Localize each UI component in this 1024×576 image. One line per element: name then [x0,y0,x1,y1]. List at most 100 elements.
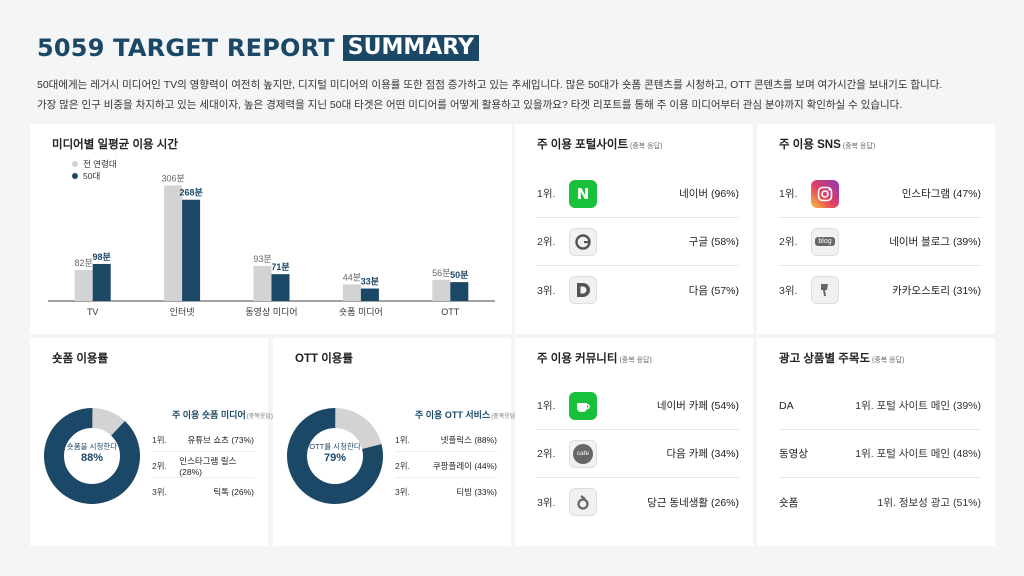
rank-value: 구글 (58%) [688,236,739,248]
ads-note: (중복 응답) [872,357,905,364]
community-title: 주 이용 커뮤니티 (중복 응답) [537,350,652,366]
ad-row: DA 1위. 포털 사이트 메인 (39%) [779,382,981,430]
bar-50s [450,282,469,301]
rank-label: 3위. [152,487,167,497]
rank-value: 카카오스토리 (31%) [892,284,981,297]
ads-title: 광고 상품별 주목도 (중복 응답) [779,350,904,366]
ott-title: OTT 이용률 [295,353,353,365]
bar-all [74,270,93,301]
x-tick-label: OTT [441,307,459,317]
donut-caption: 숏폼을 시청한다 [66,442,118,451]
data-label: 33분 [361,277,379,287]
donut-caption: OTT를 시청한다 [309,442,361,451]
list-item: 2위. 구글 (58%) [537,218,739,266]
rank-label: 2위. [537,236,556,248]
data-label: 44분 [343,272,361,282]
kakaostory-icon [811,276,839,304]
donut-value: 79% [323,452,347,464]
legend-swatch-50s [72,173,78,179]
daangn-icon [569,488,597,516]
rank-label: 2위. [779,236,798,248]
ott-card: OTT 이용률 OTT를 시청한다 79% 주 이용 OTT 서비스(중복응답)… [273,338,517,546]
portal-note: (중복 응답) [630,143,663,150]
naver-cafe-icon [569,391,597,420]
sns-note: (중복 응답) [842,143,876,150]
ad-type: DA [779,399,794,412]
data-label: 93분 [253,254,271,264]
rank-value: 넷플릭스 (88%) [440,434,497,445]
media-time-title: 미디어별 일평균 이용 시간 [52,139,178,151]
instagram-icon [811,179,839,208]
blog-icon-text: blog [815,237,835,246]
rank-value: 인스타그램 릴스 (28%) [179,455,237,477]
rank-label: 1위. [395,434,410,445]
data-label: 50분 [450,270,468,280]
community-card: 주 이용 커뮤니티 (중복 응답) 1위. 네이버 카페 (54%) 2위. ca… [515,338,753,546]
rank-value: 네이버 블로그 (39%) [889,236,981,248]
rank-value: 유튜브 쇼츠 (73%) [187,434,255,445]
x-tick-label: 숏폼 미디어 [339,307,383,317]
list-item: 1위. 네이버 카페 (54%) [537,382,739,430]
rank-value: 당근 동네생활 (26%) [647,496,739,509]
legend-50s: 50대 [72,170,100,182]
list-item: 1위. 유튜브 쇼츠 (73%) [152,428,254,452]
shortform-list-note: (중복응답) [246,414,273,420]
bar-all [253,265,272,301]
list-item: 2위. 쿠팡플레이 (44%) [395,454,497,478]
data-label: 98분 [93,252,111,262]
google-icon [569,227,597,256]
ads-title-text: 광고 상품별 주목도 [779,353,871,365]
data-label: 268분 [179,188,202,198]
list-item: 1위. N 네이버 (96%) [537,170,739,218]
list-item: 1위. 넷플릭스 (88%) [395,428,497,452]
rank-label: 3위. [395,487,410,497]
legend-label-50s: 50대 [83,171,101,181]
bar-50s [92,263,111,301]
data-label: 306분 [161,173,184,183]
sns-title: 주 이용 SNS (중복 응답) [779,136,875,152]
donut-value: 88% [80,452,104,464]
list-item: 3위. 티빙 (33%) [395,480,497,504]
ad-value: 1위. 정보성 광고 (51%) [877,496,981,509]
intro-text-line2: 가장 많은 인구 비중을 차지하고 있는 세대이자, 높은 경제력을 지닌 50… [37,99,903,111]
rank-value: 티빙 (33%) [456,487,497,497]
bar-50s [182,199,201,301]
rank-value: 네이버 카페 (54%) [656,400,739,412]
shortform-donut-chart [44,408,140,504]
bar-all [164,185,183,301]
list-item: 1위. 인스타그램 (47%) [779,170,981,218]
x-tick-label: 인터넷 [170,307,195,317]
rank-value: 네이버 (96%) [679,188,739,200]
rank-label: 2위. [395,460,410,471]
shortform-card: 숏폼 이용률 숏폼을 시청한다 88% 주 이용 숏폼 미디어(중복응답) 1위… [30,338,273,546]
rank-label: 1위. [537,400,556,412]
bar-all [432,279,451,301]
rank-value: 틱톡 (26%) [213,487,254,497]
sns-card: 주 이용 SNS (중복 응답) 1위. 인스타그램 (47%) 2위. blog… [757,124,995,334]
data-label: 56분 [432,268,450,278]
report-title: 5059 TARGET REPORT [37,34,335,62]
intro-text-line1: 50대에게는 레거시 미디어인 TV의 영향력이 여전히 높지만, 디지털 미디… [37,79,943,91]
portal-title-text: 주 이용 포털사이트 [537,139,629,151]
daum-icon [569,276,597,304]
legend-all-ages: 전 연령대 [72,158,117,170]
rank-label: 1위. [152,434,167,445]
community-title-text: 주 이용 커뮤니티 [537,353,618,365]
rank-label: 1위. [537,188,556,200]
rank-label: 1위. [779,188,798,200]
rank-label: 3위. [537,284,556,297]
bar-50s [360,288,379,301]
list-item: 3위. 다음 (57%) [537,266,739,314]
blog-icon: blog [811,227,839,256]
ad-value: 1위. 포털 사이트 메인 (39%) [855,400,981,412]
shortform-list-title-text: 주 이용 숏폼 미디어 [172,410,246,420]
list-item: 3위. 당근 동네생활 (26%) [537,478,739,526]
daum-cafe-icon: cafe [569,439,597,468]
legend-swatch-all [72,161,78,167]
bar-50s [271,274,290,301]
shortform-donut-label: 숏폼을 시청한다 88% [42,441,142,464]
list-item: 2위. 인스타그램 릴스 (28%) [152,454,254,478]
legend-label-all: 전 연령대 [83,159,117,169]
list-item: 3위. 카카오스토리 (31%) [779,266,981,314]
